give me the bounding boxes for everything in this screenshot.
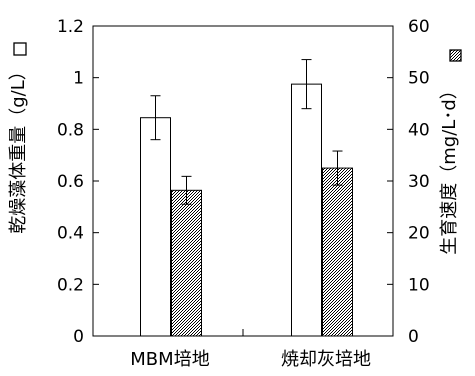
left-tick-label: 0.4 [57, 224, 84, 244]
category-label-mbm: MBM培地 [130, 349, 209, 370]
bar-growth_rate-0 [171, 189, 202, 337]
right-tick-label: 60 [408, 17, 430, 37]
bar-growth_rate-1 [322, 167, 353, 337]
right-tick-label: 40 [408, 120, 430, 140]
left-tick-label: 0.8 [57, 120, 84, 140]
right-tick-label: 50 [408, 69, 430, 89]
bars-group [140, 83, 353, 337]
bar-dry_weight-0 [140, 117, 171, 337]
left-legend-swatch-white [13, 42, 27, 56]
right-tick-label: 20 [408, 224, 430, 244]
right-tick-label: 30 [408, 172, 430, 192]
left-tick-label: 1.2 [57, 17, 84, 37]
right-tick-label: 10 [408, 275, 430, 295]
right-axis-title: 生育速度（mg/L･d） [439, 81, 460, 254]
left-tick-label: 0.6 [57, 172, 84, 192]
left-axis-title: 乾燥藻体重量（g/L） [8, 62, 29, 234]
right-axis-ticks: 0 10 20 30 40 50 60 [387, 17, 430, 347]
left-tick-label: 0.2 [57, 275, 84, 295]
category-label-ash: 焼却灰培地 [281, 349, 371, 370]
error-bars-group [150, 59, 343, 205]
right-tick-label: 0 [408, 327, 419, 347]
right-legend-swatch-hatched [449, 49, 462, 62]
left-tick-label: 1 [73, 69, 84, 89]
left-tick-label: 0 [73, 327, 84, 347]
left-axis-ticks: 0 0.2 0.4 0.6 0.8 1 1.2 [57, 17, 99, 347]
bar-dry_weight-1 [291, 83, 322, 337]
